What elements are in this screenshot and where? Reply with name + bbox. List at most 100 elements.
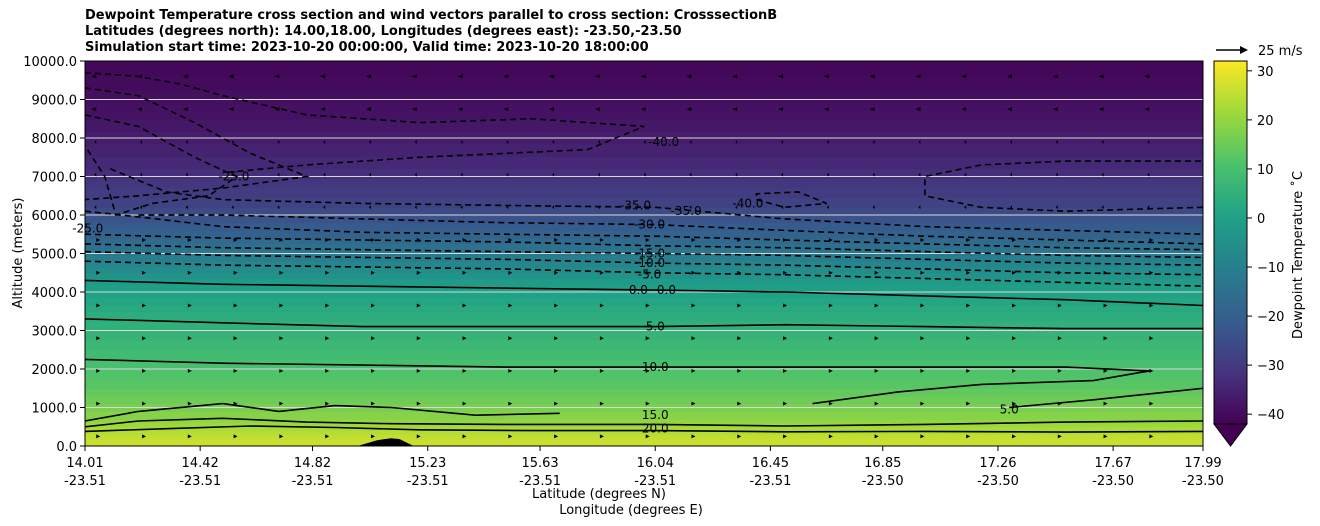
field-band (85, 395, 1203, 405)
wind-vector-head (783, 270, 788, 275)
wind-vector-head (1057, 368, 1062, 373)
wind-vector (874, 336, 879, 341)
wind-vector-head (1101, 139, 1104, 144)
wind-vector (735, 172, 738, 177)
wind-vector (142, 434, 147, 439)
wind-vector (142, 368, 147, 373)
wind-vector-head (462, 434, 467, 439)
wind-vector (1011, 401, 1016, 406)
contour-label: 0.0 (657, 283, 676, 297)
wind-vector (142, 238, 147, 243)
wind-vector-head (781, 172, 784, 177)
wind-vector (416, 270, 421, 275)
wind-vector (737, 434, 742, 439)
wind-vector (874, 270, 879, 275)
wind-vector-head (228, 74, 234, 79)
wind-vector-head (554, 270, 559, 275)
wind-vector (506, 139, 509, 144)
y-tick-label: 3000.0 (32, 325, 78, 340)
wind-vector (869, 74, 875, 79)
wind-vector-head (599, 238, 604, 243)
contour-line (85, 358, 1150, 405)
wind-vector-head (737, 303, 742, 308)
wind-vector-head (1006, 74, 1012, 79)
wind-vector (874, 434, 879, 439)
contour-line (85, 417, 1203, 428)
wind-vector (828, 368, 833, 373)
wind-vector-head (920, 270, 925, 275)
wind-vector (185, 205, 188, 210)
wind-vector (869, 107, 875, 112)
wind-vector (872, 172, 875, 177)
wind-vector (140, 205, 143, 210)
wind-vector-head (182, 107, 188, 112)
wind-vector-head (918, 205, 921, 210)
wind-vector-head (503, 74, 509, 79)
wind-vector-head (508, 401, 513, 406)
contour-line (85, 318, 1203, 330)
colorbar-body (1213, 60, 1248, 425)
wind-vector (1055, 205, 1058, 210)
wind-vector (508, 434, 513, 439)
wind-vector (1103, 238, 1108, 243)
wind-vector (142, 336, 147, 341)
contour-label: -35.0 (620, 198, 651, 212)
wind-vector-head (645, 434, 650, 439)
wind-vector (231, 139, 234, 144)
wind-vector-head (277, 205, 280, 210)
wind-vector (737, 401, 742, 406)
wind-vector-head (416, 270, 421, 275)
wind-vector (508, 368, 513, 373)
wind-vector (874, 238, 879, 243)
wind-vector (920, 303, 925, 308)
wind-vector-head (1098, 107, 1104, 112)
field-band (85, 207, 1203, 216)
contour-label: -30.0 (634, 218, 665, 232)
wind-vector-head (182, 74, 188, 79)
wind-vector-head (691, 434, 696, 439)
contour-label: -10.0 (634, 256, 665, 270)
wind-vector-head (508, 238, 513, 243)
wind-vector (594, 74, 600, 79)
wind-vector-head (1011, 401, 1016, 406)
wind-vector-head (691, 238, 696, 243)
wind-vector (1101, 139, 1104, 144)
wind-vector-head (142, 336, 147, 341)
wind-vector-head (457, 74, 463, 79)
x-tick-label-lat: 17.99 (1184, 456, 1221, 471)
contour-label: 5.0 (1000, 402, 1019, 416)
wind-vector (872, 205, 875, 210)
wind-vector (411, 74, 417, 79)
wind-vector-head (370, 401, 375, 406)
wind-vector-head (920, 368, 925, 373)
colorbar-tick-label: −10 (1257, 261, 1284, 276)
wind-vector (920, 401, 925, 406)
terrain (357, 438, 414, 446)
wind-vector-head (279, 336, 284, 341)
wind-vector-head (142, 270, 147, 275)
wind-vector (370, 434, 375, 439)
wind-vector (640, 107, 646, 112)
wind-vector-head (508, 336, 513, 341)
wind-vector-head (277, 172, 280, 177)
wind-vector-head (187, 303, 192, 308)
field-band (85, 156, 1203, 170)
wind-vector-head (279, 303, 284, 308)
wind-vector (506, 205, 509, 210)
wind-vector (823, 107, 829, 112)
wind-vector-head (416, 303, 421, 308)
wind-vector-head (920, 303, 925, 308)
wind-vector-head (416, 368, 421, 373)
wind-vector (503, 107, 509, 112)
wind-vector (91, 74, 97, 79)
wind-vector-head (1103, 401, 1108, 406)
wind-vector (277, 139, 280, 144)
wind-vector (1149, 303, 1154, 308)
wind-vector (228, 74, 234, 79)
y-tick-label: 6000.0 (32, 209, 78, 224)
wind-vector-head (1057, 336, 1062, 341)
wind-vector-head (370, 303, 375, 308)
x-tick-label-lon: -23.51 (179, 474, 221, 489)
wind-vector (599, 336, 604, 341)
wind-vector (508, 336, 513, 341)
